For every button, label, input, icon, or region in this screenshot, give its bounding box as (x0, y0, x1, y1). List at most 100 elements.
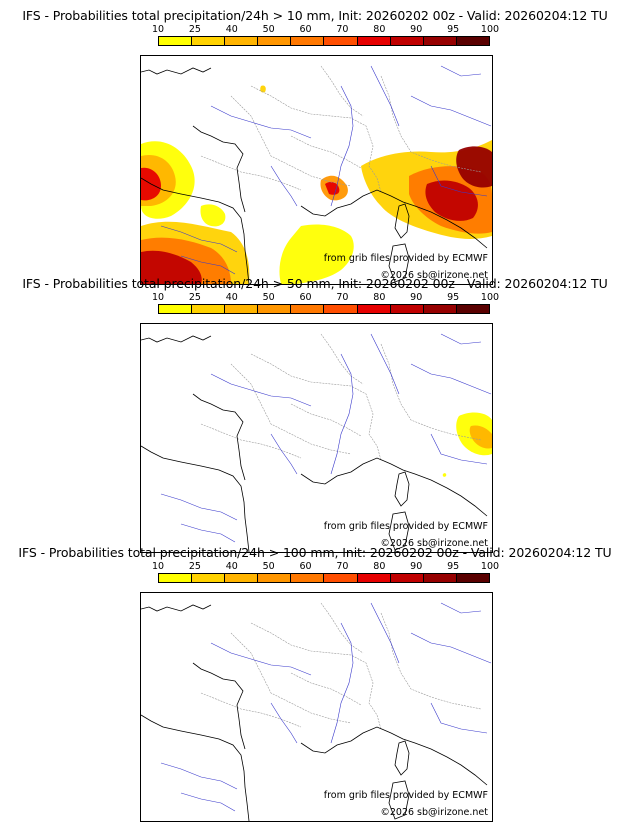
coastline-mediterranean (300, 189, 488, 249)
river (370, 65, 400, 127)
colorbar-tick-label: 70 (336, 561, 349, 572)
river (330, 85, 354, 207)
map-panel-10mm: IFS - Probabilities total precipitation/… (0, 8, 630, 285)
coastline-france (192, 125, 246, 213)
coastline-france (192, 393, 246, 481)
coastline-mediterranean (300, 457, 488, 517)
coastline-france (192, 662, 246, 750)
precip-probability-area (141, 250, 202, 284)
coastline-channel (141, 67, 212, 75)
admin-border (230, 632, 352, 724)
colorbar-tick-label: 60 (299, 292, 312, 303)
river (330, 622, 354, 744)
coastline-atlantic (141, 177, 250, 284)
colorbar-tick-label: 95 (447, 561, 460, 572)
map-svg (141, 333, 492, 552)
copyright-credit: ©2026 sb@irizone.net (380, 538, 488, 549)
admin-border (380, 75, 482, 173)
colorbar-swatch (159, 37, 193, 45)
admin-border (200, 692, 302, 728)
precip-probability-area (260, 85, 266, 93)
colorbar-swatch (390, 37, 424, 45)
colorbar-tick-label: 25 (188, 24, 201, 35)
admin-border (200, 423, 302, 459)
precip-probability-area (442, 473, 447, 477)
colorbar-tick-label: 70 (336, 292, 349, 303)
copyright-credit: ©2026 sb@irizone.net (380, 270, 488, 281)
colorbar-tick-label: 100 (480, 292, 500, 303)
colorbar-swatch (225, 305, 259, 313)
colorbar-tick-label: 95 (447, 292, 460, 303)
colorbar-swatch (357, 305, 391, 313)
source-credit: from grib files provided by ECMWF (323, 521, 488, 532)
colorbar (158, 573, 490, 583)
coastline-atlantic (141, 714, 250, 821)
colorbar-tick-label: 80 (373, 24, 386, 35)
colorbar-tick-label: 100 (480, 24, 500, 35)
river (270, 702, 298, 744)
colorbar-tick-label: 90 (410, 292, 423, 303)
colorbar-tick-label: 10 (151, 561, 165, 572)
admin-border (290, 403, 362, 437)
admin-border (230, 363, 352, 455)
colorbar-labels: 10 25 40 50 60 70 80 90 95 100 (152, 561, 499, 572)
colorbar-swatch (456, 305, 489, 313)
colorbar-tick-label: 40 (225, 292, 238, 303)
colorbar-labels: 10 25 40 50 60 70 80 90 95 100 (152, 292, 499, 303)
colorbar-swatch (456, 574, 489, 582)
colorbar-swatch (192, 574, 226, 582)
river (430, 433, 488, 465)
coastline-channel (141, 604, 212, 612)
colorbar-tick-label: 10 (151, 24, 165, 35)
colorbar-swatch (390, 574, 424, 582)
precip-probability-area (325, 181, 340, 195)
precip-probability-area (456, 146, 492, 188)
colorbar-swatch (324, 37, 358, 45)
colorbar-tick-label: 40 (225, 561, 238, 572)
colorbar-swatch (159, 574, 193, 582)
admin-border (290, 672, 362, 706)
admin-border (380, 343, 482, 441)
island-corsica (394, 471, 410, 507)
admin-border (200, 155, 302, 191)
admin-border (320, 602, 364, 654)
panel-title: IFS - Probabilities total precipitation/… (22, 8, 608, 23)
island-sardinia (388, 780, 410, 820)
colorbar-tick-label: 50 (262, 24, 275, 35)
colorbar-tick-label: 25 (188, 292, 201, 303)
copyright-credit: ©2026 sb@irizone.net (380, 807, 488, 818)
colorbar-swatch (423, 37, 457, 45)
precip-map: from grib files provided by ECMWF ©2026 … (140, 323, 493, 553)
river (330, 353, 354, 475)
colorbar-swatch (324, 574, 358, 582)
source-credit: from grib files provided by ECMWF (323, 253, 488, 264)
colorbar-tick-label: 70 (336, 24, 349, 35)
precip-map: from grib files provided by ECMWF ©2026 … (140, 592, 493, 822)
colorbar-tick-label: 100 (480, 561, 500, 572)
map-svg (141, 65, 492, 284)
river (370, 333, 400, 395)
source-credit: from grib files provided by ECMWF (323, 790, 488, 801)
river (210, 642, 312, 676)
river (370, 602, 400, 664)
coastline-channel (141, 335, 212, 343)
coastline-mediterranean (300, 726, 488, 786)
river (210, 373, 312, 407)
colorbar-tick-label: 80 (373, 292, 386, 303)
precip-probability-area (469, 425, 492, 449)
river (160, 762, 238, 790)
colorbar-swatch (258, 305, 292, 313)
colorbar-tick-label: 90 (410, 561, 423, 572)
colorbar-tick-label: 80 (373, 561, 386, 572)
admin-border (230, 95, 352, 187)
river (270, 165, 298, 207)
colorbar (158, 304, 490, 314)
admin-border (380, 612, 482, 710)
river (440, 602, 482, 614)
colorbar-swatch (225, 574, 259, 582)
panel-title: IFS - Probabilities total precipitation/… (18, 545, 612, 560)
precip-probability-area (200, 204, 226, 227)
colorbar-swatch (324, 305, 358, 313)
colorbar-tick-label: 60 (299, 24, 312, 35)
admin-border (250, 353, 382, 461)
